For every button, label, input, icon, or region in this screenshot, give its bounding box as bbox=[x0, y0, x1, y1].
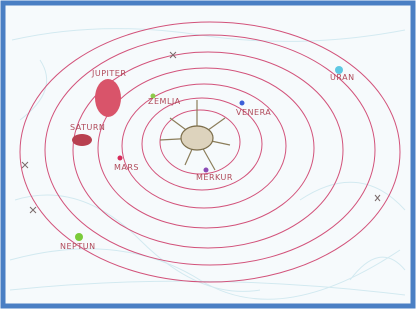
planet-label: ZEMLJA bbox=[148, 97, 181, 106]
planet-label: VENERA bbox=[236, 108, 271, 117]
planet-neptune bbox=[75, 233, 83, 241]
planet-label: NEPTUN bbox=[60, 242, 96, 251]
planet-mercury bbox=[204, 168, 209, 173]
planet-saturn bbox=[72, 134, 92, 146]
planet-label: JUPITER bbox=[91, 69, 126, 78]
planet-label: SATURN bbox=[70, 123, 105, 132]
planet-label: MARS bbox=[114, 163, 139, 172]
drawing: JUPITER SATURN ZEMLJA VENERA MARS MERKUR… bbox=[0, 0, 416, 309]
planet-label: URAN bbox=[330, 73, 355, 82]
frame bbox=[3, 3, 413, 306]
planet-venus bbox=[240, 101, 245, 106]
planet-jupiter bbox=[95, 79, 121, 117]
planet-label: MERKUR bbox=[196, 173, 233, 182]
planet-mars bbox=[118, 156, 123, 161]
